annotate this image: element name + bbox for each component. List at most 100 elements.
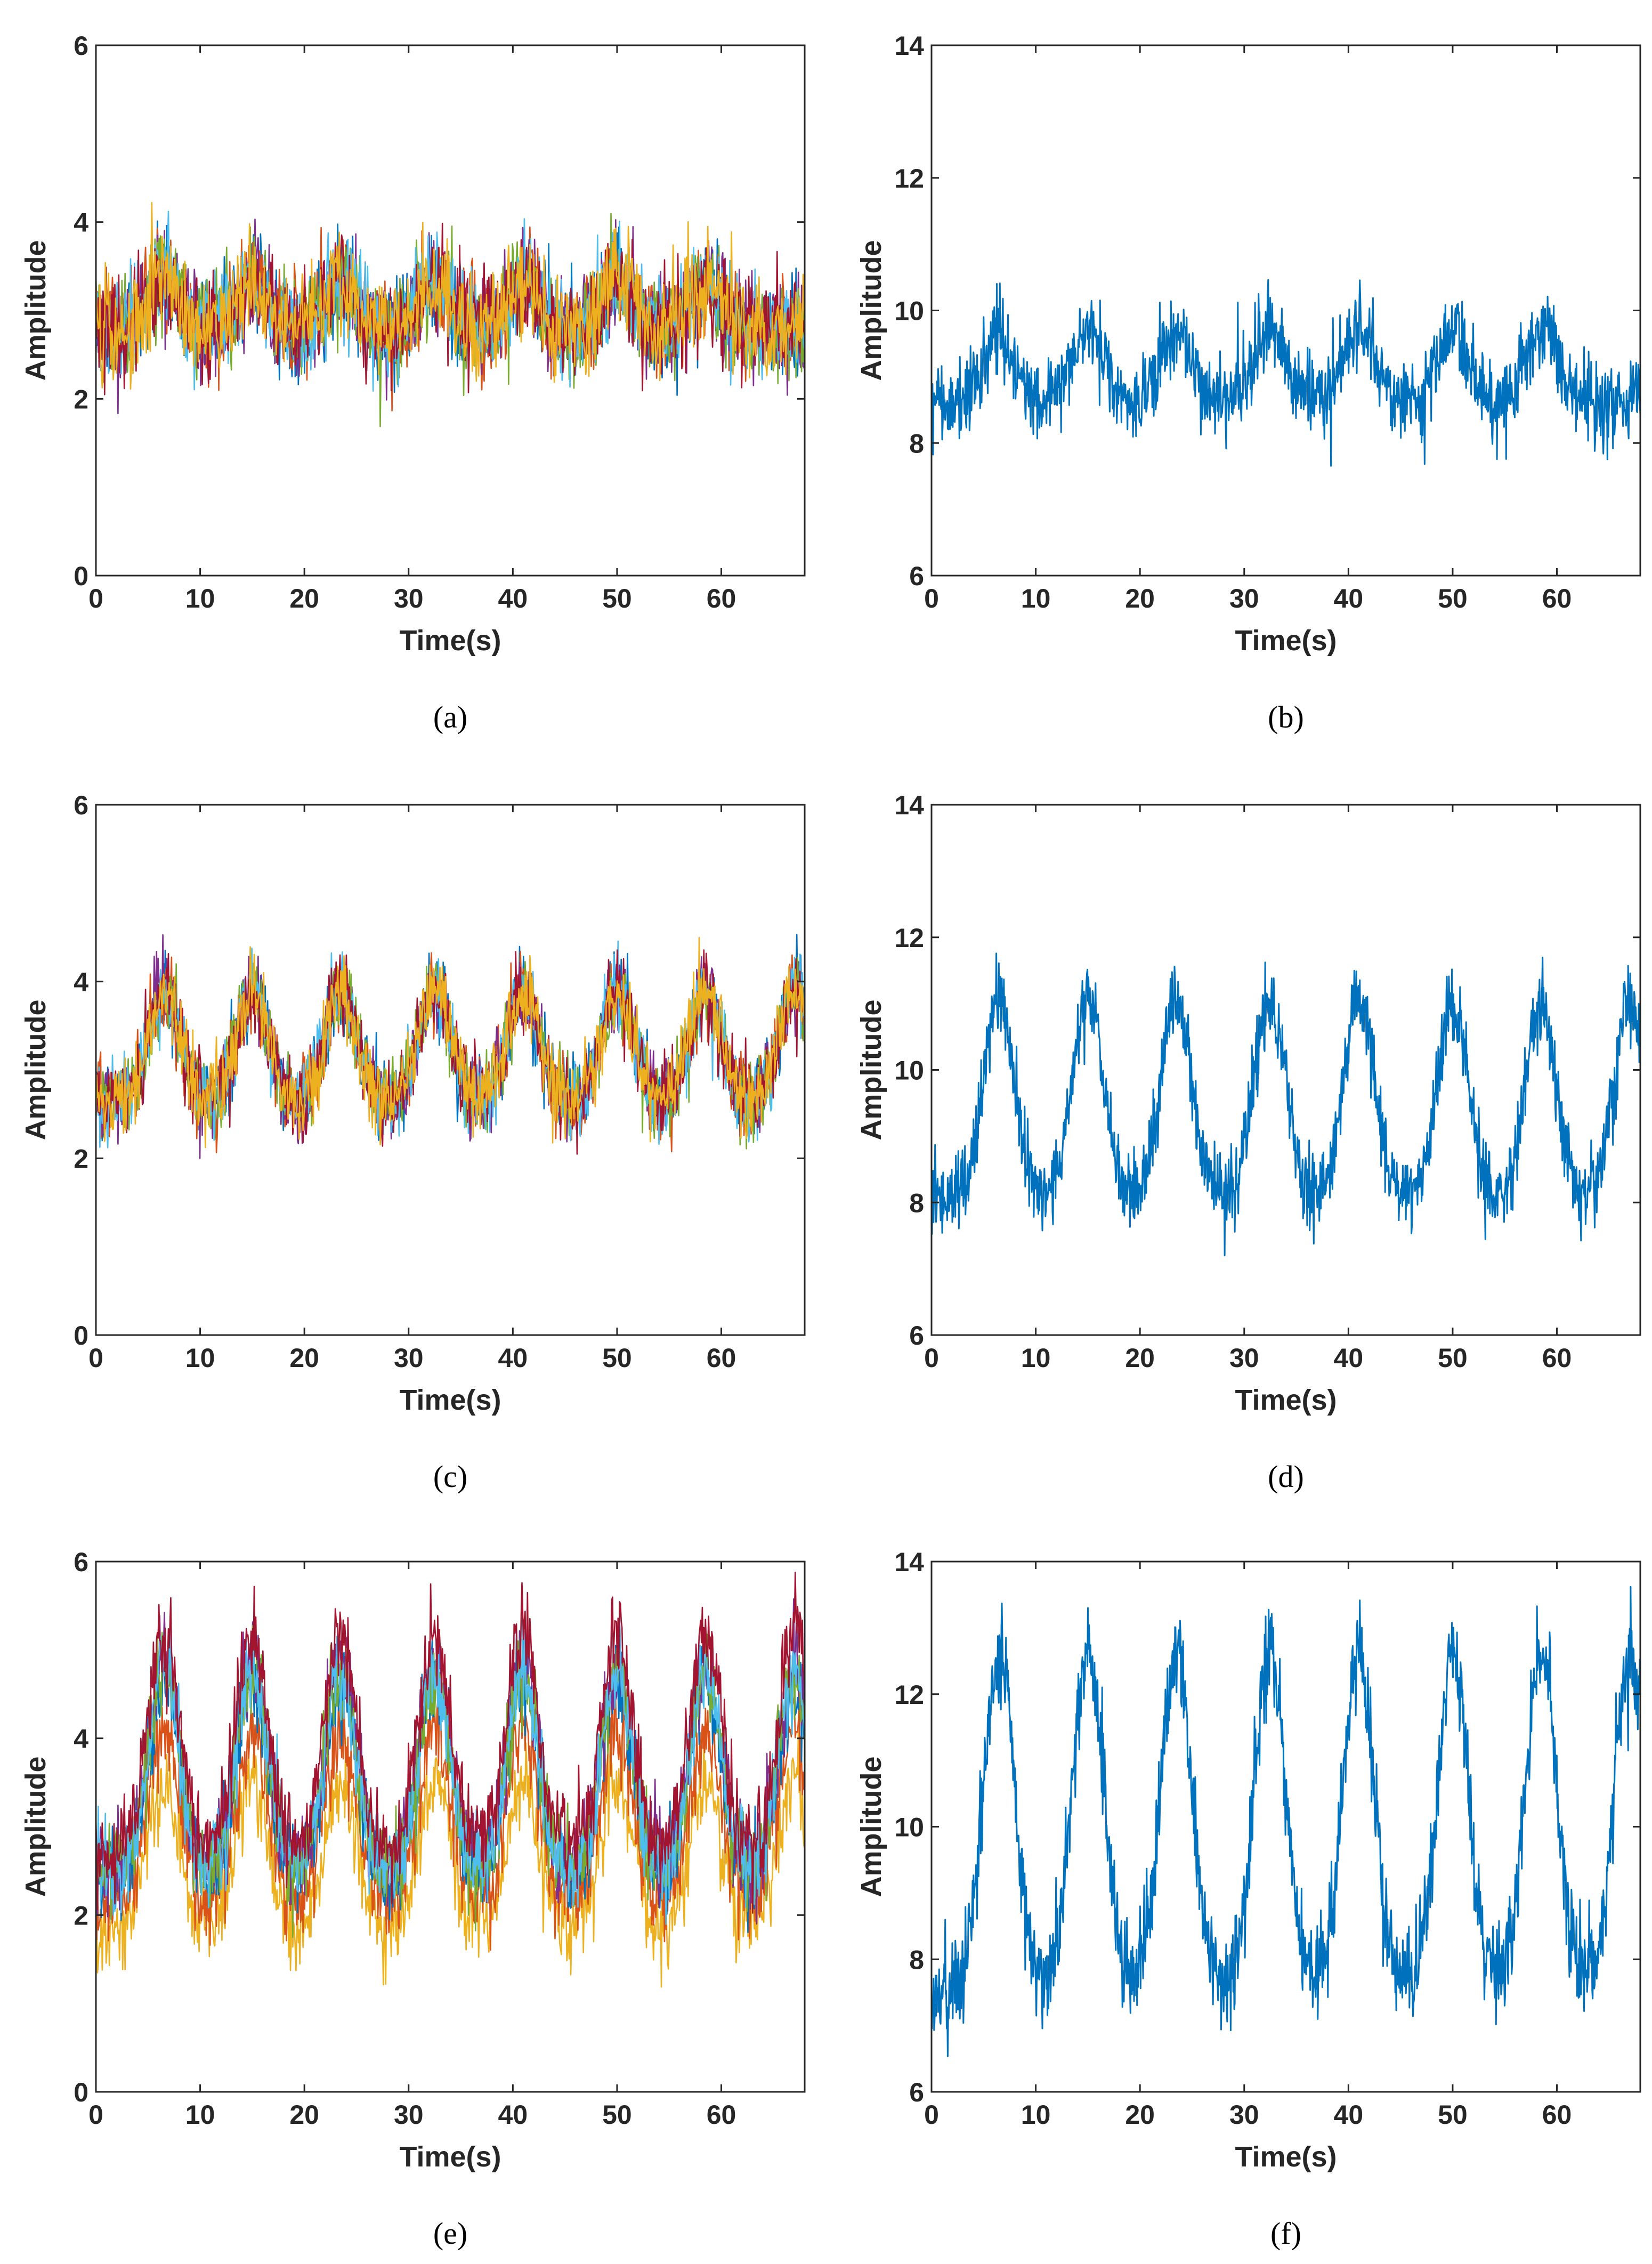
x-axis-label-c: Time(s) — [399, 1384, 501, 1416]
axes-box-b — [930, 44, 1641, 577]
series-line-c-7 — [96, 936, 805, 1149]
plot-area-f — [932, 1586, 1640, 2057]
x-tick-label-a: 60 — [707, 584, 736, 613]
y-axis-label-f: Amplitude — [855, 1757, 887, 1897]
series-line-d-1 — [932, 952, 1640, 1257]
x-tick-label-f: 40 — [1334, 2100, 1364, 2130]
y-tick-label-b: 12 — [894, 164, 924, 193]
axes-box-e — [95, 1560, 806, 2093]
y-tick-label-d: 12 — [894, 923, 924, 953]
chart-panel-e: 0 10 20 30 40 50 60 0 2 4 6 Time(s) Amplitude (e) — [20, 1547, 806, 2251]
y-tick-label-f: 8 — [909, 1945, 924, 1975]
x-tick-label-b: 60 — [1542, 584, 1572, 613]
x-tick-label-c: 10 — [185, 1343, 215, 1373]
y-tick-label-d: 10 — [894, 1056, 924, 1086]
plot-area-c — [96, 934, 805, 1159]
x-tick-label-d: 60 — [1542, 1343, 1572, 1373]
x-tick-label-d: 30 — [1229, 1343, 1259, 1373]
y-tick-label-f: 14 — [894, 1547, 924, 1577]
x-tick-label-e: 0 — [88, 2100, 103, 2130]
x-tick-label-f: 30 — [1229, 2100, 1259, 2130]
plot-area-a — [96, 201, 805, 427]
x-tick-label-b: 50 — [1438, 584, 1468, 613]
panel-caption-e: (e) — [433, 2216, 467, 2251]
x-tick-label-b: 30 — [1229, 584, 1259, 613]
x-axis-label-b: Time(s) — [1235, 625, 1337, 657]
x-tick-label-f: 10 — [1021, 2100, 1051, 2130]
x-tick-label-c: 20 — [289, 1343, 319, 1373]
x-tick-label-a: 40 — [498, 584, 528, 613]
x-tick-label-a: 20 — [289, 584, 319, 613]
y-tick-label-a: 0 — [74, 561, 88, 591]
x-tick-label-a: 10 — [185, 584, 215, 613]
y-tick-label-b: 14 — [894, 31, 924, 61]
y-tick-label-f: 12 — [894, 1680, 924, 1710]
x-tick-label-f: 50 — [1438, 2100, 1468, 2130]
panel-caption-d: (d) — [1268, 1459, 1304, 1494]
x-tick-label-b: 10 — [1021, 584, 1051, 613]
x-tick-label-f: 60 — [1542, 2100, 1572, 2130]
x-tick-label-c: 50 — [602, 1343, 632, 1373]
y-tick-label-e: 0 — [74, 2077, 88, 2107]
x-axis-label-f: Time(s) — [1235, 2141, 1337, 2173]
x-tick-label-a: 50 — [602, 584, 632, 613]
y-tick-label-a: 4 — [74, 208, 88, 238]
chart-panel-b: 0 10 20 30 40 50 60 6 8 10 12 14 Time(s) Amplitude (b) — [855, 31, 1641, 734]
y-axis-label-e: Amplitude — [20, 1757, 52, 1897]
y-tick-label-d: 6 — [909, 1321, 924, 1351]
y-axis-label-d: Amplitude — [855, 1000, 887, 1141]
y-tick-label-b: 10 — [894, 296, 924, 326]
y-tick-label-a: 6 — [74, 31, 88, 61]
x-tick-label-c: 0 — [88, 1343, 103, 1373]
y-tick-label-e: 6 — [74, 1547, 88, 1577]
panel-caption-b: (b) — [1268, 700, 1304, 734]
x-tick-label-a: 0 — [88, 584, 103, 613]
y-tick-label-d: 14 — [894, 790, 924, 820]
y-axis-label-c: Amplitude — [20, 1000, 52, 1141]
x-tick-label-a: 30 — [394, 584, 424, 613]
y-axis-label-a: Amplitude — [20, 240, 52, 381]
x-tick-label-d: 20 — [1125, 1343, 1155, 1373]
series-line-e-1 — [96, 1727, 805, 1988]
chart-panel-f: 0 10 20 30 40 50 60 6 8 10 12 14 Time(s) Amplitude (f) — [855, 1547, 1641, 2251]
x-tick-label-e: 20 — [289, 2100, 319, 2130]
x-axis-label-e: Time(s) — [399, 2141, 501, 2173]
x-tick-label-b: 0 — [924, 584, 939, 613]
x-tick-label-e: 30 — [394, 2100, 424, 2130]
axes-box-a — [95, 44, 806, 577]
plot-area-e — [96, 1572, 805, 1988]
x-tick-label-b: 20 — [1125, 584, 1155, 613]
series-line-a-7 — [96, 201, 805, 390]
y-tick-label-c: 2 — [74, 1144, 88, 1174]
x-tick-label-e: 40 — [498, 2100, 528, 2130]
panel-caption-a: (a) — [433, 700, 467, 734]
chart-panel-c: 0 10 20 30 40 50 60 0 2 4 6 Time(s) Amplitude (c) — [20, 790, 806, 1494]
panel-caption-f: (f) — [1270, 2216, 1301, 2251]
x-tick-label-b: 40 — [1334, 584, 1364, 613]
x-tick-label-c: 30 — [394, 1343, 424, 1373]
y-tick-label-d: 8 — [909, 1188, 924, 1218]
y-tick-label-e: 4 — [74, 1724, 88, 1754]
x-tick-label-d: 0 — [924, 1343, 939, 1373]
x-tick-label-c: 40 — [498, 1343, 528, 1373]
chart-panel-d: 0 10 20 30 40 50 60 6 8 10 12 14 Time(s) Amplitude (d) — [855, 790, 1641, 1494]
y-tick-label-b: 6 — [909, 561, 924, 591]
series-line-f-1 — [932, 1586, 1640, 2057]
series-line-c-5 — [96, 940, 805, 1149]
x-axis-label-a: Time(s) — [399, 625, 501, 657]
y-tick-label-c: 0 — [74, 1321, 88, 1351]
x-tick-label-d: 10 — [1021, 1343, 1051, 1373]
plot-area-d — [932, 952, 1640, 1257]
x-tick-label-e: 50 — [602, 2100, 632, 2130]
y-tick-label-e: 2 — [74, 1901, 88, 1930]
series-line-e-7 — [96, 1572, 805, 1914]
x-tick-label-e: 60 — [707, 2100, 736, 2130]
x-axis-label-d: Time(s) — [1235, 1384, 1337, 1416]
x-tick-label-d: 40 — [1334, 1343, 1364, 1373]
y-tick-label-f: 10 — [894, 1813, 924, 1842]
y-tick-label-f: 6 — [909, 2077, 924, 2107]
x-tick-label-f: 20 — [1125, 2100, 1155, 2130]
series-line-b-1 — [932, 279, 1640, 467]
x-tick-label-c: 60 — [707, 1343, 736, 1373]
